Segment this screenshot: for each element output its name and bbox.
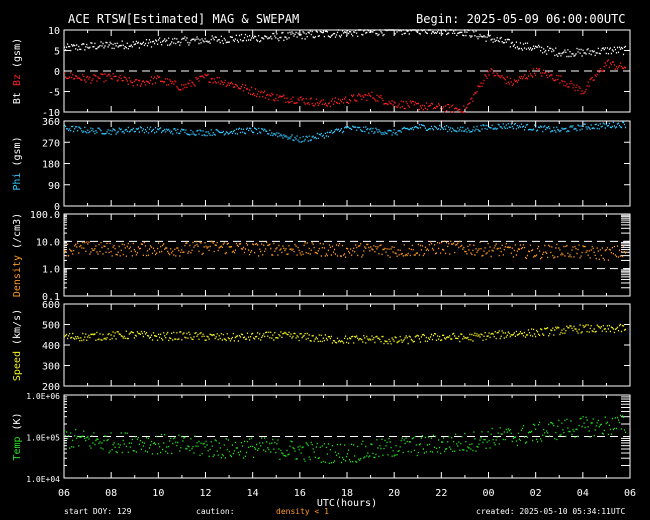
series-speed xyxy=(64,323,627,345)
panel-temp: 1.0E+06 1.0E+05 1.0E+04 Temp (K) xyxy=(12,392,631,484)
density-ytick-label: 0.1 xyxy=(42,292,60,303)
speed-ytick-label: 300 xyxy=(42,362,60,373)
xtick-label: 20 xyxy=(388,488,400,499)
speed-ytick-label: 400 xyxy=(42,341,60,352)
density-ytick-label: 100.0 xyxy=(30,210,60,221)
xtick-label: 16 xyxy=(294,488,306,499)
xtick-label: 10 xyxy=(152,488,164,499)
temp-ytick-label: 1.0E+05 xyxy=(26,434,60,443)
xtick-label: 00 xyxy=(482,488,494,499)
series-bz-points xyxy=(64,59,627,113)
speed-ytick-label: 600 xyxy=(42,300,60,311)
series-density xyxy=(64,240,627,261)
phi-frame xyxy=(63,120,631,207)
series-phi xyxy=(64,121,627,143)
phi-ytick-label: 90 xyxy=(48,181,60,192)
density-ytick-label: 1.0 xyxy=(42,265,60,276)
speed-frame xyxy=(63,303,631,387)
mag-ytick-label: -10 xyxy=(42,108,60,119)
panel-phi: 360 270 180 90 0 Phi (gsm) xyxy=(12,117,631,213)
xtick-label: 14 xyxy=(247,488,259,499)
phi-ytick-label: 180 xyxy=(42,160,60,171)
xtick-label: 04 xyxy=(577,488,589,499)
panel-speed: 600 500 400 300 200 Speed (km/s) xyxy=(12,300,631,393)
temp-ylabel: Temp (K) xyxy=(12,412,23,460)
series-bt xyxy=(64,29,627,58)
speed-ylabel: Speed (km/s) xyxy=(12,309,23,381)
start-doy: start DOY: 129 xyxy=(64,507,132,516)
phi-ytick-label: 360 xyxy=(42,117,60,128)
panel-density: 100.0 10.0 1.0 0.1 Density (/cm3) xyxy=(12,210,631,303)
series-speed-points xyxy=(64,323,627,345)
series-density-points xyxy=(64,240,627,261)
xtick-label: 02 xyxy=(530,488,542,499)
created-time: created: 2025-05-10 05:34:11UTC xyxy=(476,507,625,516)
mag-ylabel: Bt Bz (gsm) xyxy=(12,38,23,104)
phi-ytick-label: 270 xyxy=(42,138,60,149)
mag-ytick-label: 5 xyxy=(54,47,60,58)
xtick-label: 06 xyxy=(58,488,70,499)
caution-label: caution: xyxy=(196,507,235,516)
density-ytick-label: 10.0 xyxy=(36,237,60,248)
density-caution: density < 1 xyxy=(276,507,329,516)
temp-ytick-label: 1.0E+04 xyxy=(26,475,60,484)
mag-ytick-label: -5 xyxy=(48,88,60,99)
series-bt-points xyxy=(64,29,627,58)
series-bz xyxy=(64,59,627,113)
panel-mag: 10 5 0 -5 -10 Bt Bz (gsm) xyxy=(12,26,631,119)
xtick-label: 12 xyxy=(199,488,211,499)
chart-title: ACE RTSW[Estimated] MAG & SWEPAM xyxy=(68,12,299,26)
series-phi-points xyxy=(64,121,627,143)
density-ylabel: Density (/cm3) xyxy=(12,213,23,297)
temp-ytick-label: 1.0E+06 xyxy=(26,392,60,401)
mag-ytick-label: 10 xyxy=(48,26,60,37)
xtick-label: 18 xyxy=(341,488,353,499)
xtick-label: 06 xyxy=(624,488,636,499)
speed-ytick-label: 200 xyxy=(42,382,60,393)
phi-ylabel: Phi (gsm) xyxy=(12,136,23,190)
series-temp xyxy=(64,414,627,464)
speed-ytick-label: 500 xyxy=(42,321,60,332)
xtick-label: 22 xyxy=(435,488,447,499)
phi-ytick-label: 0 xyxy=(54,202,60,213)
xtick-label: 08 xyxy=(105,488,117,499)
series-temp-points xyxy=(64,414,627,464)
x-axis-label: UTC(hours) xyxy=(317,498,377,509)
mag-ytick-label: 0 xyxy=(54,67,60,78)
begin-time: Begin: 2025-05-09 06:00:00UTC xyxy=(416,12,626,26)
